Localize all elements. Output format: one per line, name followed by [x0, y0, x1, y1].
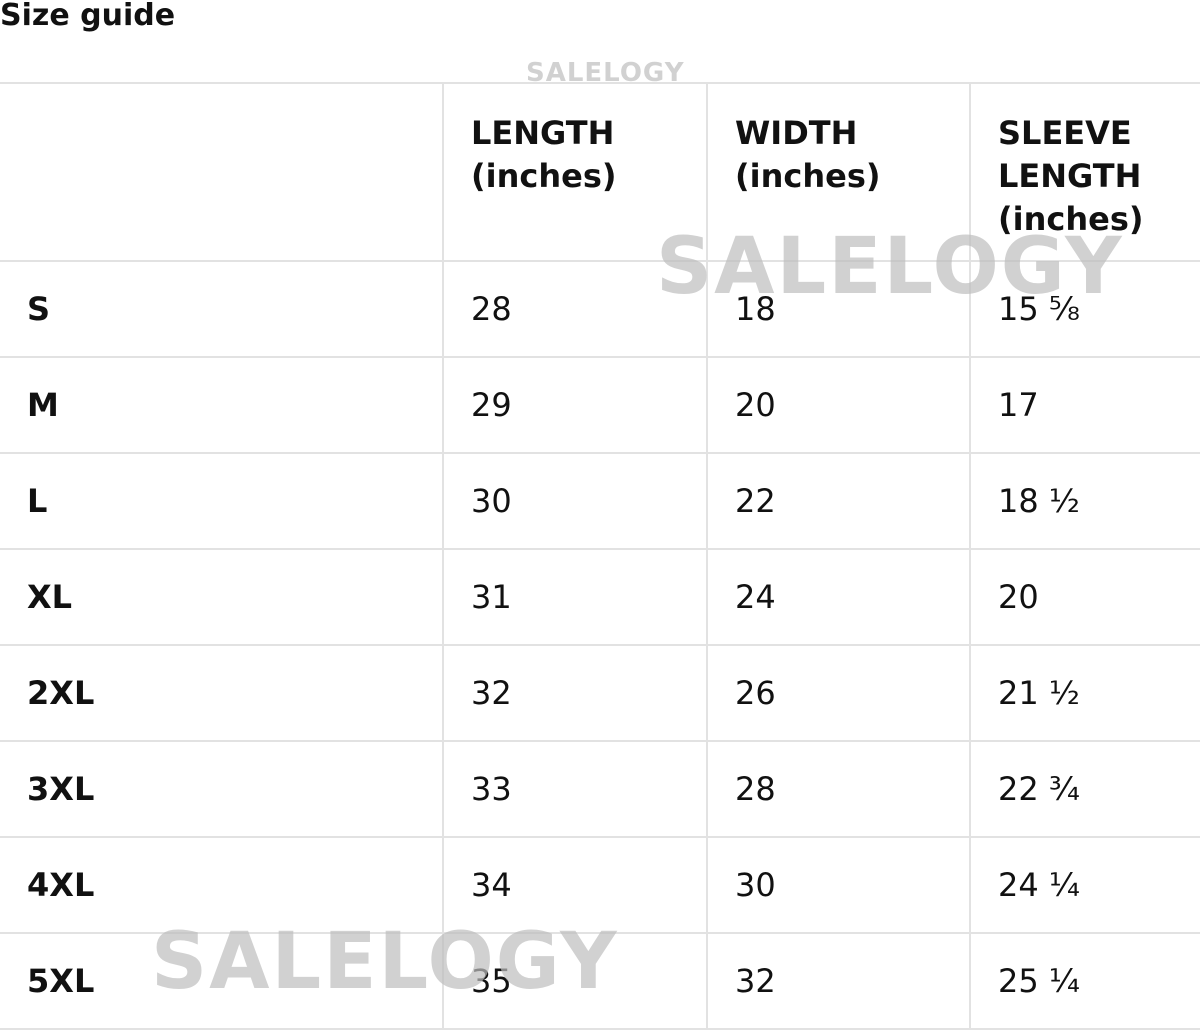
size-cell: M — [0, 356, 444, 454]
size-cell: S — [0, 260, 444, 358]
table-row: 5XL 35 32 25 ¼ — [0, 932, 1200, 1030]
page-title: Size guide — [0, 0, 176, 33]
length-cell: 29 — [442, 356, 708, 454]
size-cell: 2XL — [0, 644, 444, 742]
table-row: M 29 20 17 — [0, 356, 1200, 454]
size-cell: L — [0, 452, 444, 550]
width-cell: 26 — [706, 644, 971, 742]
width-cell: 20 — [706, 356, 971, 454]
size-cell: 4XL — [0, 836, 444, 934]
size-cell: 5XL — [0, 932, 444, 1030]
width-cell: 30 — [706, 836, 971, 934]
length-cell: 32 — [442, 644, 708, 742]
length-cell: 28 — [442, 260, 708, 358]
length-cell: 34 — [442, 836, 708, 934]
header-width: WIDTH (inches) — [706, 82, 971, 262]
header-size — [0, 82, 444, 262]
sleeve-length-cell: 22 ¾ — [969, 740, 1200, 838]
sleeve-length-cell: 24 ¼ — [969, 836, 1200, 934]
size-guide-table: LENGTH (inches) WIDTH (inches) SLEEVE LE… — [0, 82, 1200, 1030]
sleeve-length-cell: 20 — [969, 548, 1200, 646]
sleeve-length-cell: 17 — [969, 356, 1200, 454]
table-row: S 28 18 15 ⅝ — [0, 260, 1200, 358]
length-cell: 33 — [442, 740, 708, 838]
width-cell: 24 — [706, 548, 971, 646]
header-row: LENGTH (inches) WIDTH (inches) SLEEVE LE… — [0, 82, 1200, 262]
length-cell: 31 — [442, 548, 708, 646]
length-cell: 30 — [442, 452, 708, 550]
table-row: XL 31 24 20 — [0, 548, 1200, 646]
table-row: 3XL 33 28 22 ¾ — [0, 740, 1200, 838]
sleeve-length-cell: 25 ¼ — [969, 932, 1200, 1030]
sleeve-length-cell: 21 ½ — [969, 644, 1200, 742]
table-row: 2XL 32 26 21 ½ — [0, 644, 1200, 742]
sleeve-length-cell: 18 ½ — [969, 452, 1200, 550]
table-row: 4XL 34 30 24 ¼ — [0, 836, 1200, 934]
width-cell: 28 — [706, 740, 971, 838]
length-cell: 35 — [442, 932, 708, 1030]
size-cell: 3XL — [0, 740, 444, 838]
width-cell: 18 — [706, 260, 971, 358]
header-sleeve-length: SLEEVE LENGTH (inches) — [969, 82, 1200, 262]
width-cell: 32 — [706, 932, 971, 1030]
sleeve-length-cell: 15 ⅝ — [969, 260, 1200, 358]
size-cell: XL — [0, 548, 444, 646]
width-cell: 22 — [706, 452, 971, 550]
table-row: L 30 22 18 ½ — [0, 452, 1200, 550]
header-length: LENGTH (inches) — [442, 82, 708, 262]
